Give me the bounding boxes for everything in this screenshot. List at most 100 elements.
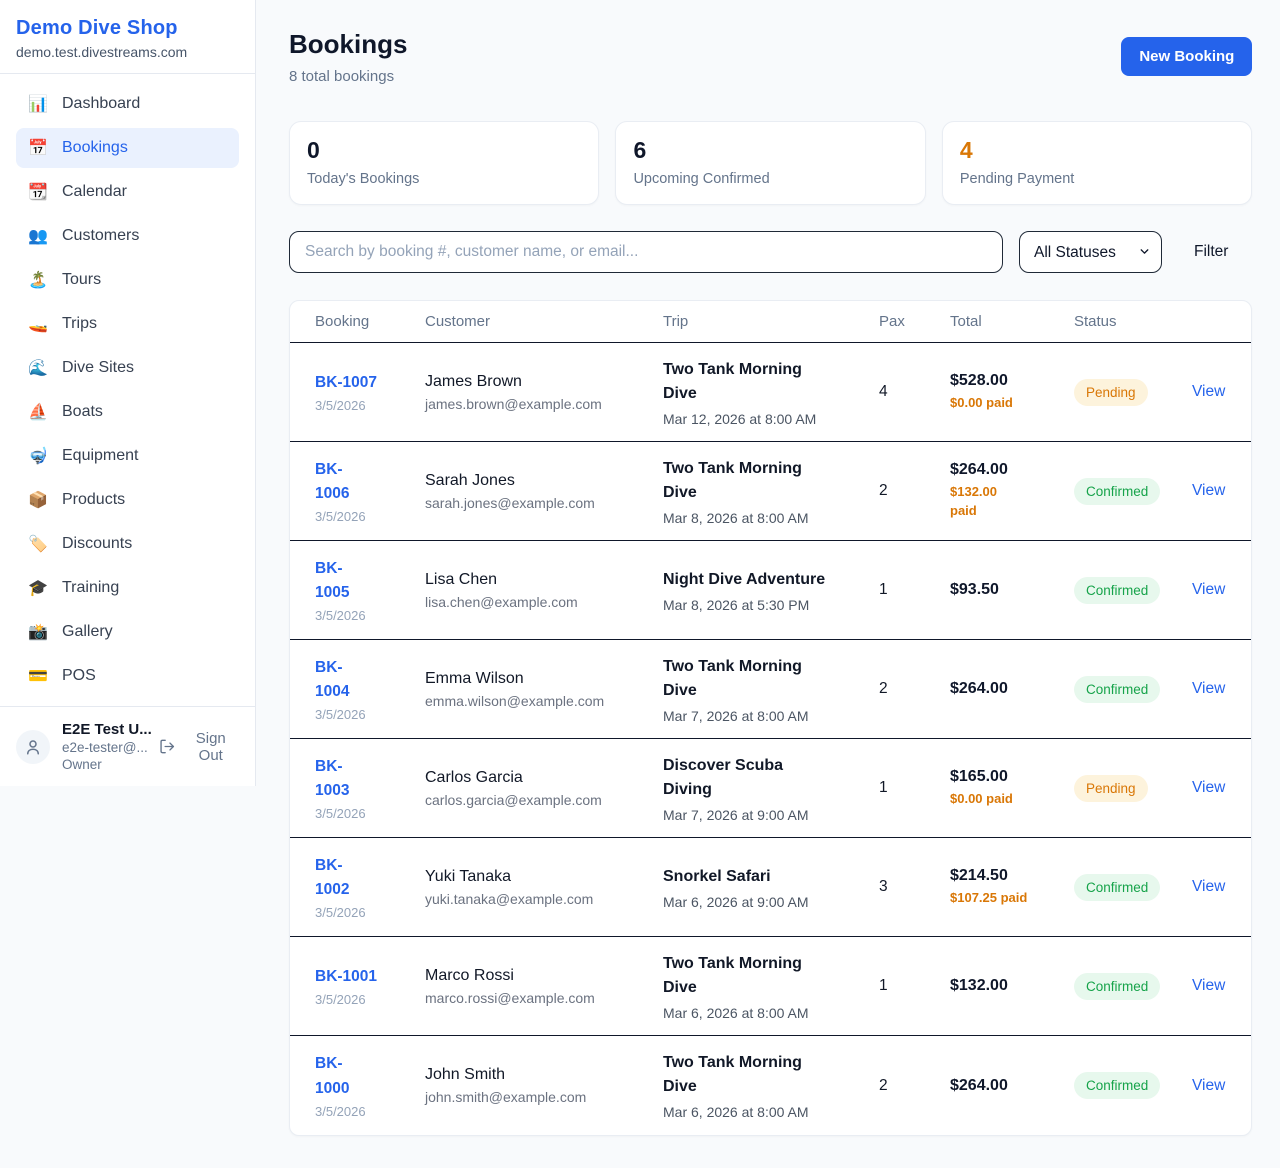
- status-cell: Pending: [1074, 774, 1192, 802]
- booking-date: 3/5/2026: [315, 509, 366, 525]
- trip-name: Two Tank Morning Dive: [663, 954, 802, 996]
- column-header-customer: Customer: [425, 313, 491, 330]
- user-info: E2E Test U... e2e-tester@... Owner: [62, 721, 159, 772]
- paid-amount: $0.00 paid: [950, 790, 1013, 806]
- sidebar-item-training[interactable]: 🎓 Training: [16, 568, 239, 608]
- sidebar-item-dive-sites[interactable]: 🌊 Dive Sites: [16, 348, 239, 388]
- customer-email: lisa.chen@example.com: [425, 593, 578, 610]
- booking-id-link[interactable]: BK- 1002: [315, 856, 350, 898]
- booking-id-link[interactable]: BK- 1005: [315, 559, 350, 601]
- booking-cell: BK-1007 3/5/2026: [315, 371, 425, 413]
- booking-id-link[interactable]: BK- 1003: [315, 757, 350, 799]
- status-filter-wrap: All Statuses: [1019, 231, 1162, 273]
- status-cell: Confirmed: [1074, 675, 1192, 703]
- customer-name: Lisa Chen: [425, 570, 498, 588]
- view-link[interactable]: View: [1192, 977, 1226, 994]
- sidebar-item-bookings[interactable]: 📅 Bookings: [16, 128, 239, 168]
- stat-value: 4: [959, 137, 973, 163]
- sidebar-item-products[interactable]: 📦 Products: [16, 480, 239, 520]
- booking-cell: BK- 1000 3/5/2026: [315, 1052, 425, 1118]
- booking-id-link[interactable]: BK- 1006: [315, 460, 350, 502]
- view-link[interactable]: View: [1192, 680, 1226, 697]
- filter-button[interactable]: Filter: [1194, 243, 1229, 260]
- speedboat-icon: 🚤: [28, 316, 48, 333]
- package-icon: 📦: [28, 492, 48, 509]
- customer-name: James Brown: [425, 372, 522, 390]
- table-row: BK-1001 3/5/2026 Marco Rossi marco.rossi…: [290, 937, 1252, 1036]
- graduation-cap-icon: 🎓: [28, 580, 48, 597]
- status-badge: Confirmed: [1074, 675, 1161, 703]
- paid-amount: $107.25 paid: [950, 889, 1028, 905]
- sidebar-item-discounts[interactable]: 🏷️ Discounts: [16, 524, 239, 564]
- total-amount: $165.00: [950, 767, 1008, 785]
- bar-chart-icon: 📊: [28, 96, 48, 113]
- sidebar-item-gallery[interactable]: 📸 Gallery: [16, 612, 239, 652]
- sidebar-item-dashboard[interactable]: 📊 Dashboard: [16, 84, 239, 124]
- sidebar-item-trips[interactable]: 🚤 Trips: [16, 304, 239, 344]
- sidebar-item-boats[interactable]: ⛵ Boats: [16, 392, 239, 432]
- table-header: Booking Customer Trip Pax Total Status: [290, 301, 1252, 343]
- stat-card-pending-payment: 4 Pending Payment: [941, 121, 1253, 205]
- sidebar-item-pos[interactable]: 💳 POS: [16, 656, 239, 696]
- customer-email: yuki.tanaka@example.com: [425, 890, 594, 907]
- actions-cell: View: [1192, 977, 1235, 995]
- stat-value: 6: [633, 137, 647, 163]
- view-link[interactable]: View: [1192, 482, 1226, 499]
- customer-cell: Yuki Tanaka yuki.tanaka@example.com: [425, 868, 663, 907]
- actions-cell: View: [1192, 1077, 1235, 1095]
- view-link[interactable]: View: [1192, 383, 1226, 400]
- user-section: E2E Test U... e2e-tester@... Owner Sign …: [0, 706, 255, 786]
- view-link[interactable]: View: [1192, 581, 1226, 598]
- sailboat-icon: ⛵: [28, 404, 48, 421]
- tear-off-calendar-icon: 📆: [28, 184, 48, 201]
- sign-out-button[interactable]: Sign Out: [159, 730, 239, 764]
- page-header-text: Bookings 8 total bookings: [289, 29, 407, 85]
- sidebar-item-calendar[interactable]: 📆 Calendar: [16, 172, 239, 212]
- new-booking-button[interactable]: New Booking: [1121, 37, 1253, 76]
- stat-card-upcoming-confirmed: 6 Upcoming Confirmed: [615, 121, 926, 205]
- customer-email: emma.wilson@example.com: [425, 692, 605, 709]
- total-cell: $528.00 $0.00 paid: [950, 372, 1074, 413]
- stat-value: 0: [307, 137, 320, 163]
- booking-id-link[interactable]: BK-1007: [315, 373, 378, 391]
- total-cell: $93.50: [950, 581, 1074, 599]
- booking-id-link[interactable]: BK-1001: [315, 967, 378, 985]
- pax-cell: 3: [879, 878, 888, 895]
- sidebar-item-customers[interactable]: 👥 Customers: [16, 216, 239, 256]
- status-cell: Pending: [1074, 378, 1192, 406]
- booking-date: 3/5/2026: [315, 608, 366, 624]
- calendar-icon: 📅: [28, 140, 48, 157]
- customer-name: Sarah Jones: [425, 471, 515, 489]
- diving-mask-icon: 🤿: [28, 448, 48, 465]
- sidebar-item-label: Bookings: [62, 139, 128, 156]
- trip-name: Discover Scuba Diving: [663, 756, 784, 798]
- view-link[interactable]: View: [1192, 1076, 1226, 1094]
- sidebar: Demo Dive Shop demo.test.divestreams.com…: [0, 0, 256, 786]
- view-link[interactable]: View: [1192, 878, 1226, 895]
- status-badge: Confirmed: [1074, 576, 1161, 604]
- sidebar-item-tours[interactable]: 🏝️ Tours: [16, 260, 239, 300]
- booking-date: 3/5/2026: [315, 1103, 366, 1119]
- status-filter-select[interactable]: All Statuses: [1019, 231, 1162, 273]
- booking-id-link[interactable]: BK- 1004: [315, 658, 350, 700]
- total-amount: $93.50: [950, 581, 999, 598]
- customer-name: John Smith: [425, 1066, 506, 1083]
- camera-icon: 📸: [28, 624, 48, 641]
- pax-cell: 1: [879, 977, 888, 994]
- sidebar-item-label: Calendar: [62, 183, 127, 200]
- view-link[interactable]: View: [1192, 779, 1226, 796]
- pax-cell: 1: [879, 581, 888, 598]
- pax-cell: 1: [879, 779, 888, 796]
- column-header-pax: Pax: [879, 313, 905, 330]
- bookings-table: Booking Customer Trip Pax Total Status B…: [289, 300, 1253, 1136]
- stats-row: 0 Today's Bookings 6 Upcoming Confirmed …: [289, 121, 1253, 205]
- booking-cell: BK- 1003 3/5/2026: [315, 755, 425, 821]
- booking-id-link[interactable]: BK- 1000: [315, 1055, 350, 1097]
- sidebar-item-label: Boats: [62, 403, 103, 420]
- trip-time: Mar 6, 2026 at 8:00 AM: [663, 1104, 809, 1120]
- trip-name: Two Tank Morning Dive: [663, 1054, 802, 1095]
- booking-date: 3/5/2026: [315, 707, 366, 723]
- sidebar-item-label: Customers: [62, 227, 140, 244]
- search-input[interactable]: [289, 231, 1003, 273]
- sidebar-item-equipment[interactable]: 🤿 Equipment: [16, 436, 239, 476]
